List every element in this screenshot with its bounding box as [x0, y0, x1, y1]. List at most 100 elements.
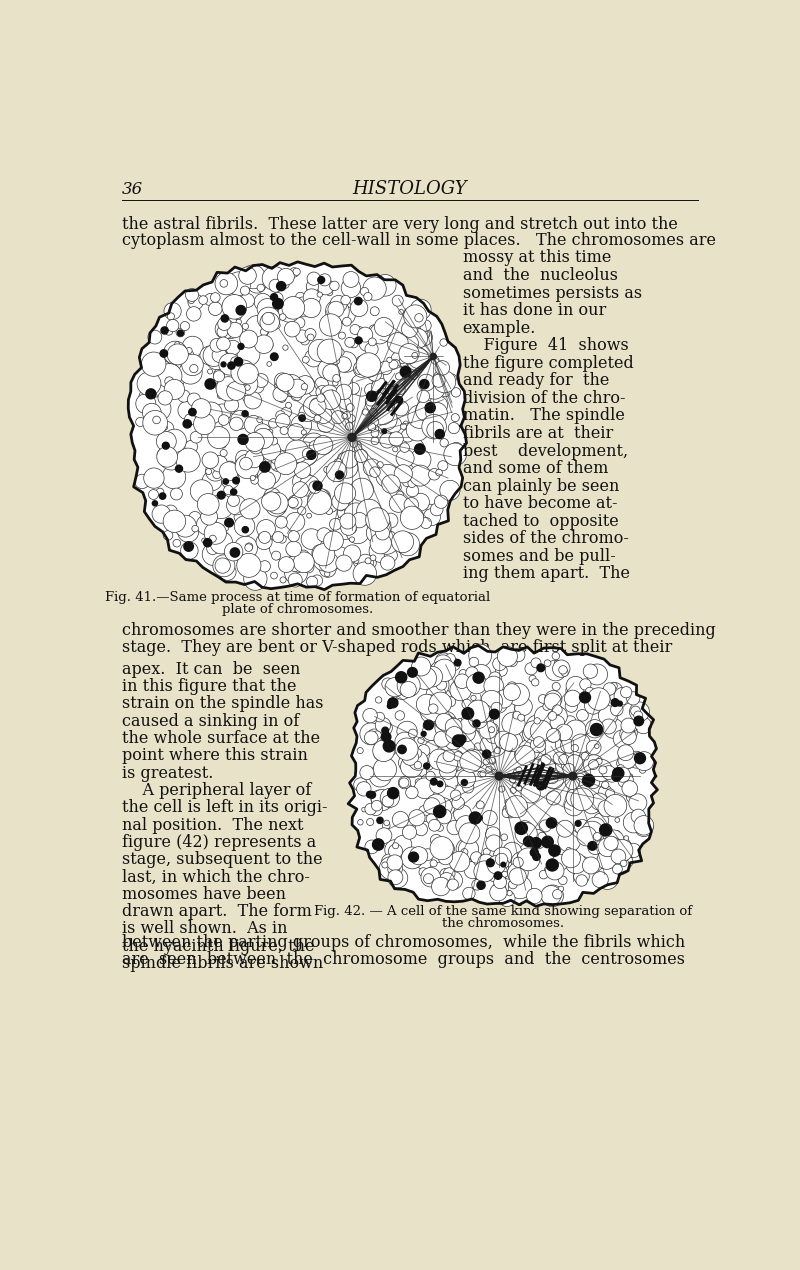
Circle shape	[230, 489, 237, 495]
Circle shape	[382, 862, 388, 867]
Circle shape	[499, 864, 509, 872]
Circle shape	[394, 681, 399, 686]
Circle shape	[486, 859, 494, 866]
Circle shape	[466, 667, 478, 679]
Circle shape	[618, 751, 636, 768]
Circle shape	[437, 824, 443, 832]
Circle shape	[192, 526, 198, 532]
Circle shape	[307, 451, 316, 460]
Circle shape	[294, 462, 310, 479]
Text: stage.  They are bent or V-shaped rods which  are first split at their: stage. They are bent or V-shaped rods wh…	[122, 639, 672, 657]
Circle shape	[538, 759, 543, 765]
Circle shape	[451, 387, 461, 398]
Circle shape	[382, 795, 394, 806]
Circle shape	[462, 700, 471, 709]
Circle shape	[157, 448, 170, 461]
Circle shape	[163, 368, 183, 389]
Circle shape	[407, 668, 418, 677]
Circle shape	[558, 665, 567, 674]
Circle shape	[377, 521, 391, 536]
Circle shape	[545, 691, 562, 707]
Circle shape	[306, 513, 311, 518]
Circle shape	[614, 730, 631, 748]
Circle shape	[469, 644, 491, 667]
Circle shape	[392, 812, 409, 828]
Circle shape	[332, 493, 350, 511]
Circle shape	[298, 550, 310, 561]
Circle shape	[257, 284, 265, 292]
Circle shape	[620, 726, 635, 742]
Circle shape	[373, 732, 382, 739]
Circle shape	[544, 693, 561, 710]
Circle shape	[377, 462, 383, 467]
Circle shape	[354, 556, 364, 568]
Circle shape	[426, 814, 436, 824]
Circle shape	[438, 851, 453, 865]
Text: is greatest.: is greatest.	[122, 765, 213, 781]
Circle shape	[434, 370, 450, 387]
Circle shape	[299, 404, 317, 422]
Circle shape	[639, 767, 646, 773]
Circle shape	[473, 712, 494, 733]
Circle shape	[471, 855, 485, 869]
Circle shape	[434, 495, 448, 508]
Circle shape	[526, 829, 546, 850]
Circle shape	[566, 730, 585, 749]
Circle shape	[406, 418, 429, 441]
Circle shape	[142, 352, 166, 376]
Circle shape	[326, 290, 333, 296]
Circle shape	[519, 747, 536, 765]
Circle shape	[214, 371, 225, 382]
Circle shape	[598, 838, 617, 857]
Circle shape	[344, 503, 368, 527]
Circle shape	[250, 441, 262, 453]
Circle shape	[393, 696, 398, 702]
Circle shape	[334, 554, 341, 560]
Circle shape	[220, 450, 227, 457]
Circle shape	[404, 438, 424, 458]
Circle shape	[451, 447, 463, 460]
Circle shape	[506, 795, 527, 818]
Text: chromosomes are shorter and smoother than they were in the preceding: chromosomes are shorter and smoother tha…	[122, 622, 715, 639]
Circle shape	[448, 373, 457, 382]
Circle shape	[379, 385, 386, 391]
Circle shape	[370, 409, 378, 417]
Circle shape	[450, 442, 462, 455]
Circle shape	[420, 380, 429, 389]
Circle shape	[156, 488, 164, 497]
Circle shape	[258, 531, 270, 544]
Circle shape	[400, 682, 416, 697]
Circle shape	[566, 847, 571, 852]
Circle shape	[409, 810, 425, 826]
Circle shape	[414, 443, 425, 455]
Circle shape	[245, 544, 253, 551]
Circle shape	[415, 329, 433, 347]
Circle shape	[354, 777, 367, 791]
Circle shape	[377, 818, 383, 823]
Circle shape	[286, 512, 305, 532]
Text: mossy at this time: mossy at this time	[462, 249, 611, 267]
Circle shape	[237, 558, 248, 569]
Circle shape	[537, 781, 546, 790]
Circle shape	[418, 780, 436, 798]
Circle shape	[394, 836, 412, 853]
Circle shape	[542, 836, 554, 847]
Circle shape	[586, 687, 594, 696]
Text: fibrils are at  their: fibrils are at their	[462, 425, 613, 442]
Circle shape	[398, 754, 417, 772]
Circle shape	[402, 847, 423, 869]
Circle shape	[189, 409, 196, 415]
Circle shape	[552, 855, 568, 870]
Circle shape	[350, 479, 374, 502]
Circle shape	[288, 544, 295, 550]
Circle shape	[305, 329, 316, 339]
Circle shape	[253, 428, 274, 448]
Circle shape	[544, 660, 551, 667]
Circle shape	[266, 493, 288, 514]
Circle shape	[319, 314, 342, 337]
Circle shape	[409, 751, 428, 771]
Circle shape	[430, 779, 438, 785]
Circle shape	[487, 711, 497, 720]
Circle shape	[302, 357, 310, 363]
Circle shape	[228, 362, 235, 370]
